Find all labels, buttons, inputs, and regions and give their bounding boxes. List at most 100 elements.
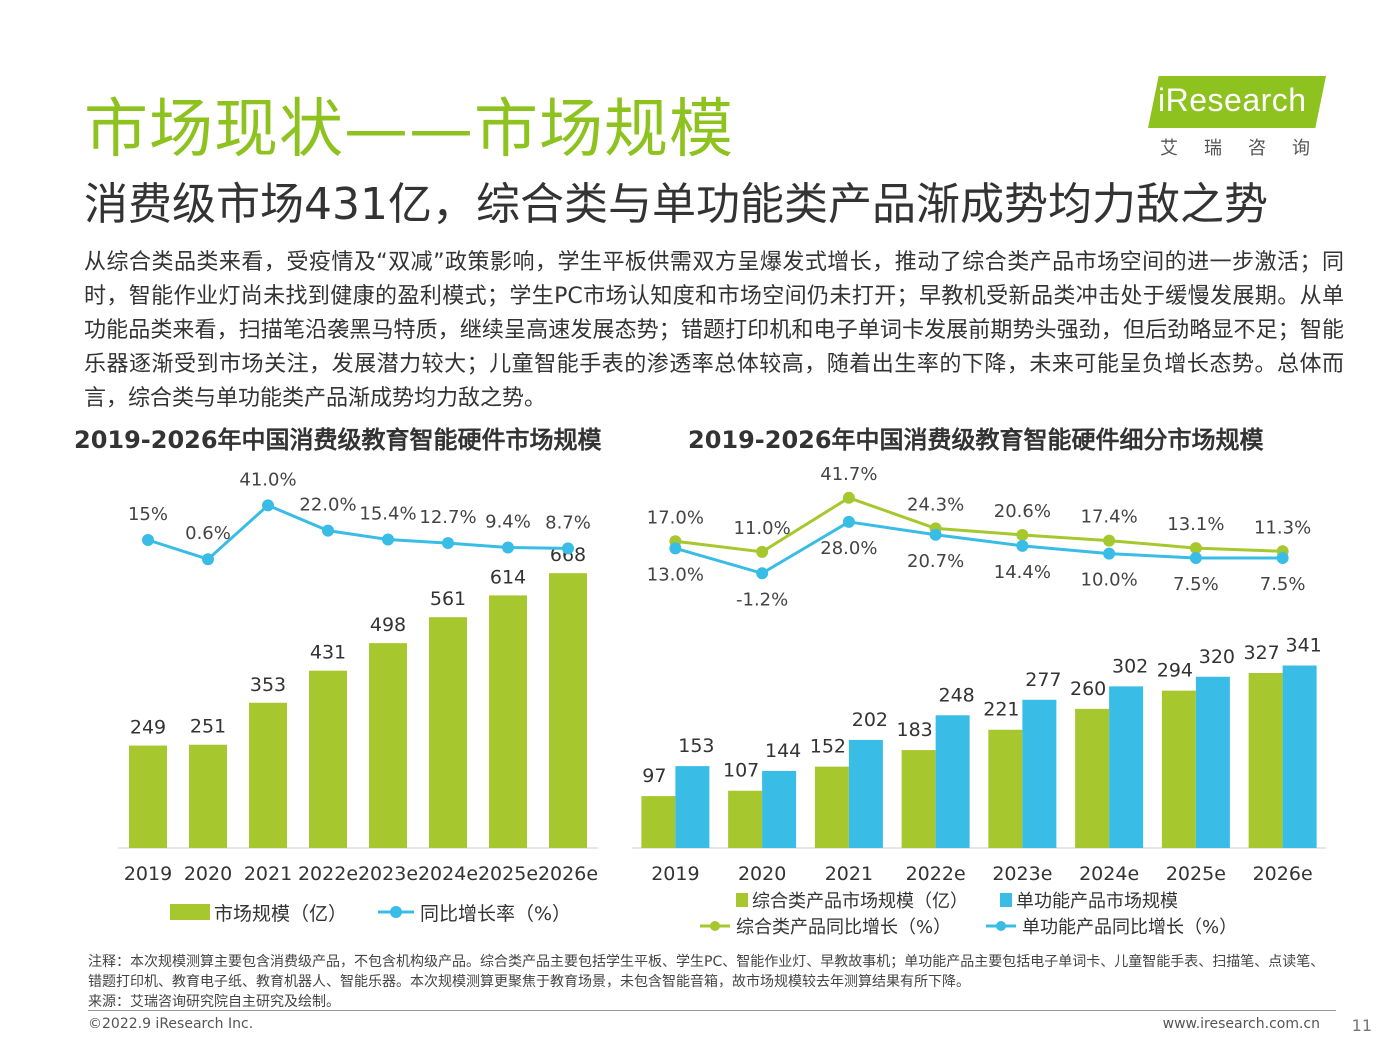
- chart1-x-tick: 2022e: [298, 863, 358, 885]
- chart2-bar-label-single: 320: [1199, 646, 1235, 668]
- chart2-legend-swatch-dot2: [996, 921, 1006, 931]
- chart2-line-label-comprehensive: 41.7%: [820, 464, 877, 485]
- chart2-bar-comprehensive: [988, 729, 1023, 848]
- chart2-line-label-single: 13.0%: [647, 564, 704, 585]
- chart1-bar: [429, 617, 467, 848]
- chart2-legend-line2-label: 单功能产品同比增长（%）: [1022, 917, 1237, 938]
- chart2-line-label-comprehensive: 17.4%: [1081, 507, 1138, 528]
- chart1-x-tick: 2025e: [478, 863, 538, 885]
- chart2-bar-label-single: 302: [1112, 655, 1148, 677]
- chart1-line-point: [502, 541, 514, 554]
- body-paragraph: 从综合类品类来看，受疫情及“双减”政策影响，学生平板供需双方呈爆发式增长，推动了…: [84, 250, 1344, 411]
- page-number: 11: [1351, 1016, 1372, 1035]
- chart2-bar-single: [1109, 686, 1144, 848]
- chart1-legend-swatch-bar: [170, 904, 210, 920]
- chart2-x-tick: 2023e: [992, 863, 1052, 885]
- chart2-bar-comprehensive: [901, 750, 936, 848]
- chart2-legend-swatch-bar2: [1000, 893, 1012, 907]
- chart2-bar-label-comprehensive: 327: [1243, 642, 1279, 664]
- chart1-legend-line-label: 同比增长率（%）: [420, 903, 571, 925]
- chart2-line-label-comprehensive: 20.6%: [994, 501, 1051, 522]
- chart1-line-point: [442, 537, 454, 550]
- chart1-legend-swatch-dot: [390, 906, 402, 918]
- chart2-bar-label-comprehensive: 152: [810, 736, 846, 758]
- chart1-line-label: 41.0%: [239, 469, 296, 490]
- chart2-line-point-comprehensive: [1016, 528, 1029, 541]
- chart1-title: 2019-2026年中国消费级教育智能硬件市场规模: [74, 426, 602, 454]
- chart2-bar-label-single: 341: [1285, 635, 1321, 657]
- chart1-x-tick: 2023e: [358, 863, 418, 885]
- chart1-growth-line: [147, 503, 569, 561]
- chart1-bar: [189, 744, 227, 848]
- chart2-line-label-single: 7.5%: [1173, 574, 1219, 595]
- chart1-legend-bar-label: 市场规模（亿）: [214, 903, 347, 925]
- chart1-x-tick: 2021: [244, 863, 292, 885]
- chart1-bar: [489, 595, 527, 848]
- chart1-x-tick: 2026e: [538, 863, 598, 885]
- chart1-bar: [129, 745, 167, 848]
- chart2-bar-single: [762, 770, 797, 848]
- chart2-line-point-comprehensive: [1189, 542, 1202, 555]
- chart2-x-tick: 2021: [825, 863, 873, 885]
- logo-subtext: 艾瑞咨询: [1160, 138, 1336, 159]
- chart2-line-label-single: 14.4%: [994, 562, 1051, 583]
- chart1-x-tick: 2019: [124, 863, 172, 885]
- chart2-bar-single: [1282, 665, 1317, 848]
- chart1-line-label: 0.6%: [185, 523, 231, 544]
- chart2-growth-line-comprehensive: [675, 496, 1283, 554]
- chart1-line-label: 15%: [128, 504, 168, 525]
- chart2-bar-single: [675, 766, 710, 848]
- chart2-line-point-comprehensive: [842, 491, 855, 504]
- chart2-bar-label-comprehensive: 107: [723, 760, 759, 782]
- chart2-legend-swatch-dot1: [710, 921, 720, 931]
- chart2-x-tick: 2019: [651, 863, 699, 885]
- chart2-bar-comprehensive: [1075, 708, 1110, 848]
- chart2-bar-comprehensive: [814, 766, 849, 848]
- chart2-bar-label-comprehensive: 97: [642, 765, 666, 787]
- footer-divider: [88, 1010, 1336, 1011]
- chart2-line-point-single: [1103, 547, 1116, 560]
- chart2-bar-single: [1022, 699, 1057, 848]
- chart2-line-point-comprehensive: [1103, 534, 1116, 547]
- note-text: 注释：本次规模测算主要包含消费级产品，不包含机构级产品。综合类产品主要包括学生平…: [88, 954, 1325, 990]
- chart2-line-point-single: [756, 567, 769, 580]
- chart1-line-point: [142, 534, 154, 546]
- chart2-bar-label-single: 153: [678, 735, 714, 757]
- chart2-bar-label-comprehensive: 294: [1157, 660, 1193, 682]
- chart2-line-label-single: 28.0%: [820, 538, 877, 559]
- chart2-bar-label-single: 277: [1025, 669, 1061, 691]
- chart1-x-tick: 2020: [184, 863, 232, 885]
- chart2-x-tick: 2022e: [906, 863, 966, 885]
- chart1-bar: [369, 643, 407, 848]
- chart1-x-tick: 2024e: [418, 863, 478, 885]
- chart2-line-label-single: 20.7%: [907, 551, 964, 572]
- chart1-bar-label: 498: [370, 614, 406, 636]
- chart2-x-tick: 2026e: [1253, 863, 1313, 885]
- chart2-bar-label-single: 202: [852, 709, 888, 731]
- chart2-x-tick: 2020: [738, 863, 786, 885]
- chart1-bar-label: 614: [490, 566, 526, 588]
- chart2-line-point-single: [842, 515, 855, 528]
- chart1-line-point: [382, 533, 394, 546]
- chart1-bar-label: 249: [130, 717, 166, 739]
- chart1-bar-label: 353: [250, 674, 286, 696]
- chart2-bar-label-single: 248: [938, 684, 974, 706]
- source-text: 来源：艾瑞咨询研究院自主研究及绘制。: [88, 994, 340, 1010]
- chart2-line-label-comprehensive: 17.0%: [647, 507, 704, 528]
- chart2-bar-label-comprehensive: 183: [896, 719, 932, 741]
- chart2-bar-comprehensive: [1248, 673, 1283, 848]
- chart2-line-point-comprehensive: [756, 545, 769, 558]
- chart2-line-label-comprehensive: 11.3%: [1254, 517, 1311, 538]
- chart2-legend-line1-label: 综合类产品同比增长（%）: [736, 917, 951, 938]
- chart2-bar-single: [935, 715, 970, 848]
- chart2-bar-label-comprehensive: 221: [983, 699, 1019, 721]
- chart2-line-label-single: 7.5%: [1260, 574, 1306, 595]
- chart2-line-label-comprehensive: 24.3%: [907, 494, 964, 515]
- chart1-bar-label: 431: [310, 642, 346, 664]
- chart2-legend-bar1-label: 综合类产品市场规模（亿）: [752, 891, 968, 912]
- chart1-bar-label: 561: [430, 588, 466, 610]
- chart2-line-point-single: [1016, 539, 1029, 552]
- chart2-x-tick: 2025e: [1166, 863, 1226, 885]
- chart1-bar-label: 251: [190, 716, 226, 738]
